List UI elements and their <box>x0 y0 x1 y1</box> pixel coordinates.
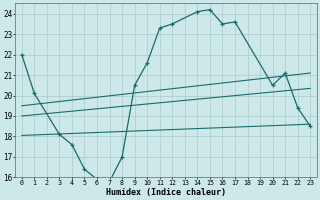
X-axis label: Humidex (Indice chaleur): Humidex (Indice chaleur) <box>106 188 226 197</box>
